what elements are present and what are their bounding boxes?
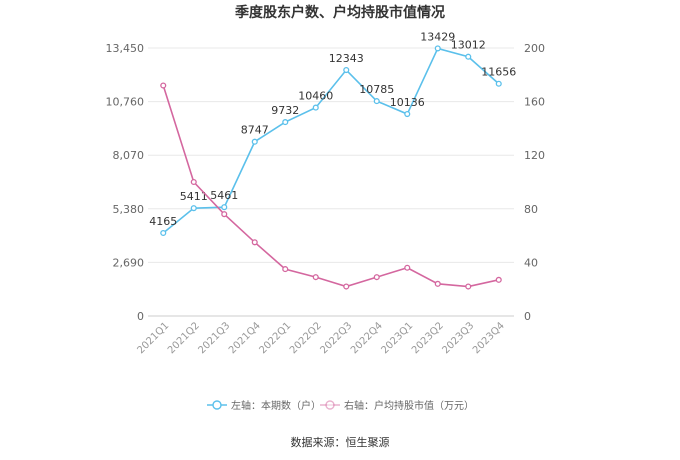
legend-marker [325,400,335,410]
x-tick-label: 2022Q2 [288,320,324,356]
data-label: 13429 [420,30,455,43]
series-point-0 [495,80,502,87]
series-point-1 [190,178,197,186]
x-tick-label: 2021Q2 [166,320,202,356]
grid [148,47,514,317]
left-tick-label: 10,760 [106,96,145,109]
x-tick-label: 2022Q4 [349,320,385,356]
series-point-0 [465,53,472,60]
series-point-1 [434,280,441,287]
series-point-1 [282,266,289,273]
series-point-0 [312,104,319,111]
x-tick-label: 2022Q1 [258,320,294,356]
series-point-1 [495,276,502,283]
series-point-1 [465,283,472,290]
series-point-1 [221,211,228,218]
data-label: 5461 [210,189,238,202]
series-point-0 [221,204,228,211]
right-tick-label: 160 [524,96,545,109]
series-line-0 [162,47,500,234]
right-axis: 0 40 80 120 160 200 [524,42,545,323]
legend-marker [212,400,222,410]
x-tick-label: 2023Q1 [380,320,416,356]
data-label: 10136 [390,96,425,109]
right-tick-label: 40 [524,256,538,269]
left-tick-label: 2,690 [113,256,145,269]
series-point-0 [343,67,350,74]
series-point-0 [373,98,380,105]
right-tick-label: 0 [524,310,531,323]
chart-title: 季度股东户数、户均持股市值情况 [234,4,445,21]
series-point-0 [190,205,197,212]
data-label: 13012 [451,39,486,52]
x-tick-label: 2021Q3 [197,320,233,356]
series-point-1 [251,239,258,246]
data-label: 9732 [271,104,299,117]
x-tick-label: 2021Q1 [136,320,172,356]
left-tick-label: 5,380 [113,203,145,216]
x-tick-label: 2023Q4 [471,320,507,356]
legend-label: 左轴：本期数（户） [231,399,321,412]
series-point-1 [343,283,350,290]
x-tick-label: 2023Q3 [441,320,477,356]
series-point-0 [160,229,167,237]
series-line-1 [162,85,499,288]
x-tick-label: 2021Q4 [227,320,263,356]
series-point-1 [404,264,411,271]
right-tick-label: 200 [524,42,545,55]
x-tick-label: 2023Q2 [410,320,446,356]
x-tick-label: 2022Q3 [319,320,355,356]
data-label: 8747 [241,124,269,137]
series-point-1 [373,274,380,281]
left-tick-label: 13,450 [106,42,145,55]
data-label: 10785 [359,83,394,96]
data-label: 12343 [329,52,364,65]
series-point-0 [434,45,441,52]
series-point-0 [251,138,258,145]
x-axis: 2021Q12021Q22021Q32021Q42022Q12022Q22022… [136,320,507,356]
legend-label: 右轴：户均持股市值（万元） [344,399,474,412]
data-label: 10460 [298,90,333,103]
series-point-1 [160,82,167,89]
data-label: 4165 [149,215,177,228]
right-tick-label: 120 [524,149,545,162]
source-note: 数据来源：恒生聚源 [291,435,390,449]
left-tick-label: 0 [137,310,144,323]
legend: 左轴：本期数（户） 右轴：户均持股市值（万元） [207,399,474,412]
data-label: 11656 [481,66,516,79]
right-tick-label: 80 [524,203,538,216]
left-tick-label: 8,070 [113,149,145,162]
series-point-1 [312,274,319,281]
data-label: 5411 [180,190,208,203]
left-axis: 0 2,690 5,380 8,070 10,760 13,450 [106,42,145,323]
series-point-0 [282,119,289,126]
series-point-0 [404,110,411,118]
